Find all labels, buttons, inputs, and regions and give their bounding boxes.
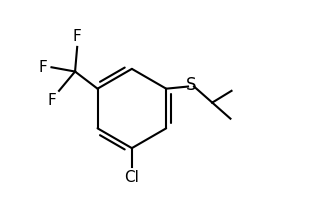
Text: F: F [39, 60, 48, 75]
Text: Cl: Cl [125, 170, 139, 185]
Text: F: F [73, 29, 82, 44]
Text: F: F [48, 93, 56, 108]
Text: S: S [186, 76, 196, 94]
